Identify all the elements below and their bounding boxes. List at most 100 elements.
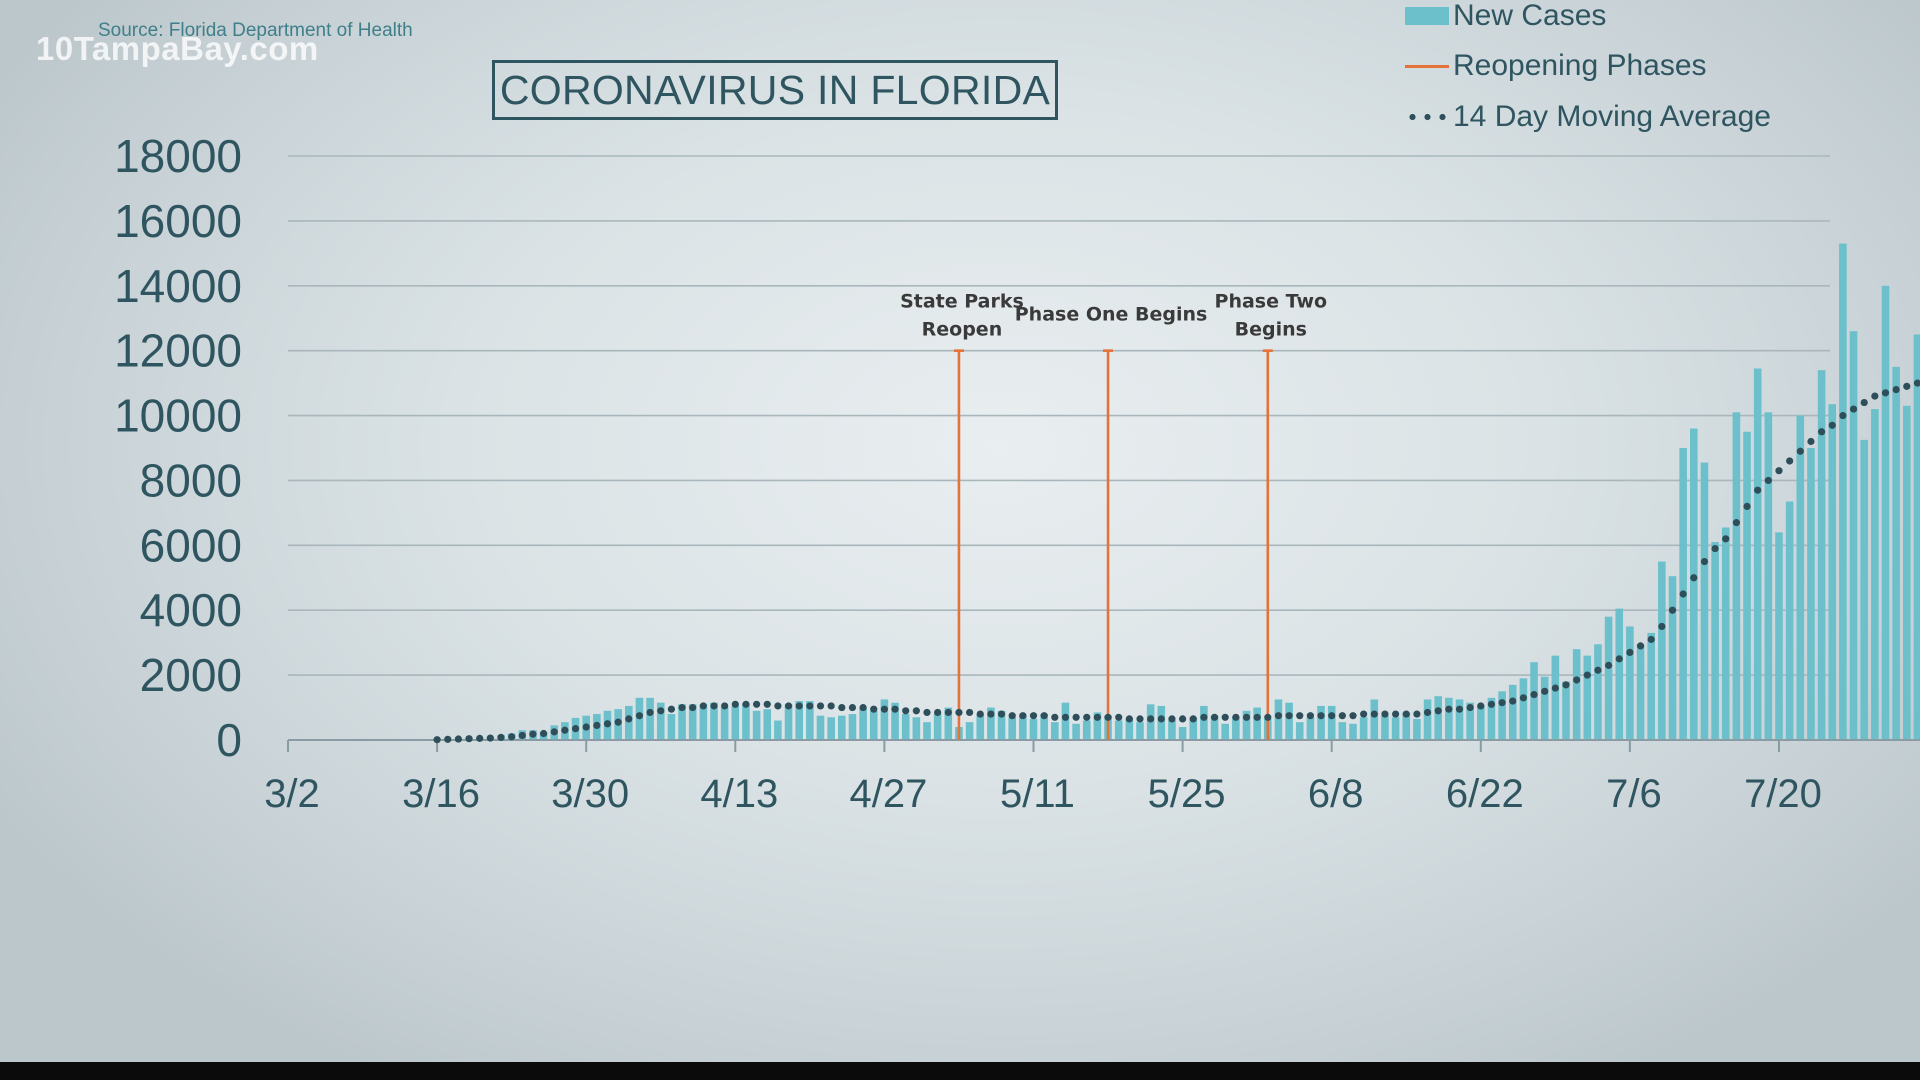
bar (656, 702, 665, 740)
moving-average-point (891, 705, 899, 713)
bar (997, 710, 1006, 740)
bar (1508, 684, 1517, 740)
moving-average-point (1466, 703, 1474, 712)
x-tick-label: 6/8 (1308, 772, 1364, 816)
moving-average-point (1487, 700, 1496, 708)
bar (869, 710, 878, 740)
moving-average-point (1189, 715, 1197, 723)
y-tick-label: 16000 (114, 195, 242, 247)
bar (1317, 705, 1325, 740)
moving-average-point (497, 733, 505, 742)
watermark-logo: 10TampaBay.com (36, 30, 319, 67)
bar (1540, 676, 1549, 740)
moving-average-point (1913, 379, 1920, 387)
legend-item-moving-average: 14 Day Moving Average (1405, 97, 1771, 137)
bar (1849, 331, 1858, 740)
x-tick-label: 3/30 (551, 772, 629, 816)
bar (774, 720, 782, 740)
bar (1721, 527, 1730, 740)
phase-label: Phase One Begins (1015, 304, 1208, 326)
bar (1168, 720, 1176, 740)
bar (784, 704, 793, 740)
bar (625, 705, 633, 740)
bar (944, 707, 953, 740)
bar (1413, 718, 1421, 740)
bar (1157, 705, 1166, 740)
bar (1370, 699, 1379, 740)
bar (1594, 644, 1602, 740)
bar (1860, 439, 1868, 740)
moving-average-point (859, 703, 867, 712)
x-tick-label: 5/11 (1000, 772, 1075, 816)
bar (1072, 723, 1080, 740)
bar (1828, 404, 1837, 740)
moving-average-point (1136, 715, 1144, 723)
phase-label: State Parks (900, 291, 1024, 313)
bar (859, 707, 867, 740)
x-tick-label: 6/22 (1446, 772, 1524, 816)
bar (1327, 705, 1336, 740)
bar (1775, 532, 1783, 740)
bar (1434, 696, 1442, 740)
bar (1125, 718, 1134, 740)
bar (1690, 428, 1698, 740)
bar (1551, 655, 1560, 740)
bar (891, 702, 899, 740)
bar (1200, 705, 1208, 740)
bar (1477, 705, 1485, 740)
bar (1061, 702, 1070, 740)
moving-average-point (1285, 712, 1293, 720)
bar (1391, 717, 1400, 740)
y-tick-label: 18000 (114, 130, 242, 182)
phase-label: Phase Two (1215, 291, 1328, 313)
bar (838, 715, 846, 740)
bar (720, 707, 729, 740)
bar (923, 722, 931, 740)
moving-average-point (486, 734, 494, 742)
moving-average-point (1168, 715, 1176, 723)
moving-average-point (433, 736, 441, 744)
legend-swatch-dots (1405, 113, 1449, 121)
bar (1658, 561, 1666, 740)
bar (1242, 710, 1251, 740)
moving-average-point (646, 708, 654, 717)
moving-average-point (827, 702, 835, 710)
legend-swatch-line (1405, 64, 1449, 68)
moving-average-point (1083, 713, 1091, 721)
moving-average-point (1413, 710, 1421, 718)
moving-average-point (870, 705, 878, 713)
bar (1604, 616, 1613, 740)
moving-average-point (1828, 421, 1836, 429)
phase-label: Reopen (922, 319, 1003, 341)
moving-average-point (966, 708, 974, 717)
bar (1871, 409, 1879, 740)
bar (1466, 702, 1474, 740)
bar (1892, 366, 1900, 740)
moving-average-point (1732, 519, 1740, 527)
moving-average-point (540, 729, 548, 738)
moving-average-point (795, 702, 803, 710)
bar (1338, 722, 1347, 740)
x-tick-label: 3/2 (264, 772, 320, 816)
bar (699, 704, 708, 740)
bar (1306, 717, 1315, 740)
bar (1051, 722, 1059, 740)
moving-average-point (721, 702, 729, 710)
moving-average-point (784, 702, 793, 710)
moving-average-point (603, 720, 612, 728)
moving-average-point (1040, 712, 1048, 720)
moving-average-point (710, 702, 718, 710)
moving-average-point (1434, 707, 1442, 715)
moving-average-point (1626, 648, 1634, 657)
moving-average-point (1881, 389, 1890, 397)
x-tick-label: 7/6 (1606, 772, 1662, 816)
bar (901, 714, 910, 740)
bar (731, 705, 740, 740)
bar (976, 714, 985, 740)
moving-average-point (1498, 699, 1506, 707)
bar (667, 714, 676, 740)
bar (1189, 717, 1198, 740)
legend-swatch-bar (1405, 7, 1449, 25)
bar (742, 704, 750, 740)
moving-average-point (1328, 712, 1336, 720)
